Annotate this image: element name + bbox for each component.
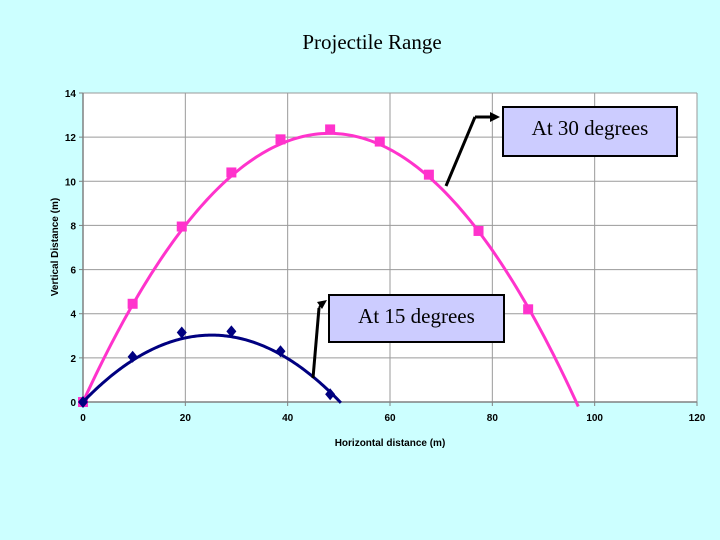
data-point-square xyxy=(325,124,336,135)
data-point-square xyxy=(226,167,237,178)
data-point-square xyxy=(275,134,286,145)
data-point-diamond xyxy=(127,350,138,363)
tick-labels: 0 2 4 6 8 10 12 14 0 20 40 60 80 100 120 xyxy=(65,89,706,424)
data-point-diamond xyxy=(325,388,336,401)
gridlines xyxy=(83,92,698,402)
y-tick-label: 2 xyxy=(70,354,76,365)
y-axis-label: Vertical Distance (m) xyxy=(50,198,61,296)
series xyxy=(78,124,580,408)
y-tick-label: 10 xyxy=(65,177,77,188)
x-tick-label: 40 xyxy=(282,413,294,424)
data-point-diamond xyxy=(176,326,187,339)
x-tick-label: 0 xyxy=(80,413,86,424)
x-tick-label: 120 xyxy=(689,413,706,424)
x-tick-label: 100 xyxy=(586,413,603,424)
data-point-diamond xyxy=(78,396,88,408)
data-point-square xyxy=(523,304,534,315)
data-point-square xyxy=(423,169,434,180)
y-tick-label: 14 xyxy=(65,89,77,100)
y-tick-label: 0 xyxy=(70,398,76,409)
y-tick-label: 6 xyxy=(70,266,76,277)
x-axis-label: Horizontal distance (m) xyxy=(335,438,446,449)
series-1 xyxy=(78,325,342,408)
y-tick-label: 8 xyxy=(70,221,76,232)
data-point-square xyxy=(473,225,484,236)
callout-30-degrees: At 30 degrees xyxy=(502,106,678,157)
x-tick-label: 80 xyxy=(487,413,499,424)
data-point-square xyxy=(127,298,138,309)
arrowhead-icon xyxy=(490,112,500,122)
arrowhead-icon xyxy=(317,300,327,309)
data-point-square xyxy=(176,221,187,232)
data-point-diamond xyxy=(226,325,237,338)
x-tick-label: 20 xyxy=(180,413,192,424)
y-tick-label: 4 xyxy=(70,310,76,321)
callout-arrows xyxy=(311,112,500,379)
callout-15-degrees: At 15 degrees xyxy=(328,294,505,343)
x-tick-label: 60 xyxy=(384,413,396,424)
data-point-square xyxy=(374,136,385,147)
data-point-diamond xyxy=(275,345,286,358)
slide-title: Projectile Range xyxy=(302,30,442,54)
callout-15-pointer xyxy=(311,307,321,379)
axes xyxy=(79,92,698,406)
series-line xyxy=(81,333,342,404)
callout-30-pointer xyxy=(444,116,477,187)
y-tick-label: 12 xyxy=(65,133,77,144)
